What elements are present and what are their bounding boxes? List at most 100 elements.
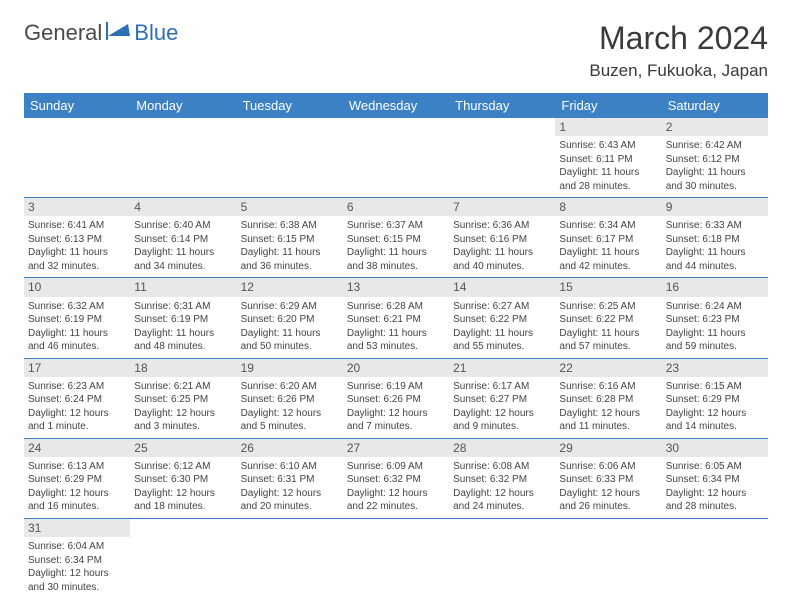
sunset-text: Sunset: 6:29 PM	[28, 473, 126, 487]
sunset-text: Sunset: 6:23 PM	[666, 313, 764, 327]
calendar-cell: 12Sunrise: 6:29 AMSunset: 6:20 PMDayligh…	[237, 278, 343, 358]
day-number: 1	[555, 118, 661, 136]
calendar-cell: 31Sunrise: 6:04 AMSunset: 6:34 PMDayligh…	[24, 518, 130, 598]
day-number: 3	[24, 198, 130, 216]
sunrise-text: Sunrise: 6:13 AM	[28, 460, 126, 474]
day-number: 30	[662, 439, 768, 457]
sunrise-text: Sunrise: 6:24 AM	[666, 300, 764, 314]
sunrise-text: Sunrise: 6:21 AM	[134, 380, 232, 394]
sunset-text: Sunset: 6:26 PM	[241, 393, 339, 407]
daylight-text: Daylight: 11 hours and 55 minutes.	[453, 327, 551, 354]
sunrise-text: Sunrise: 6:20 AM	[241, 380, 339, 394]
day-number: 31	[24, 519, 130, 537]
daylight-text: Daylight: 12 hours and 20 minutes.	[241, 487, 339, 514]
daylight-text: Daylight: 11 hours and 34 minutes.	[134, 246, 232, 273]
month-title: March 2024	[589, 20, 768, 57]
calendar-cell: 6Sunrise: 6:37 AMSunset: 6:15 PMDaylight…	[343, 198, 449, 278]
daylight-text: Daylight: 12 hours and 7 minutes.	[347, 407, 445, 434]
daylight-text: Daylight: 12 hours and 24 minutes.	[453, 487, 551, 514]
sunset-text: Sunset: 6:33 PM	[559, 473, 657, 487]
sunrise-text: Sunrise: 6:41 AM	[28, 219, 126, 233]
sunrise-text: Sunrise: 6:23 AM	[28, 380, 126, 394]
calendar-cell	[662, 518, 768, 598]
day-number: 28	[449, 439, 555, 457]
sunrise-text: Sunrise: 6:33 AM	[666, 219, 764, 233]
sunrise-text: Sunrise: 6:36 AM	[453, 219, 551, 233]
day-number: 16	[662, 278, 768, 296]
daylight-text: Daylight: 12 hours and 28 minutes.	[666, 487, 764, 514]
sunset-text: Sunset: 6:19 PM	[28, 313, 126, 327]
sunrise-text: Sunrise: 6:06 AM	[559, 460, 657, 474]
calendar-cell: 18Sunrise: 6:21 AMSunset: 6:25 PMDayligh…	[130, 358, 236, 438]
day-number: 21	[449, 359, 555, 377]
sunrise-text: Sunrise: 6:34 AM	[559, 219, 657, 233]
calendar-table: SundayMondayTuesdayWednesdayThursdayFrid…	[24, 93, 768, 598]
sunrise-text: Sunrise: 6:43 AM	[559, 139, 657, 153]
sunset-text: Sunset: 6:13 PM	[28, 233, 126, 247]
calendar-cell	[237, 518, 343, 598]
calendar-cell: 9Sunrise: 6:33 AMSunset: 6:18 PMDaylight…	[662, 198, 768, 278]
daylight-text: Daylight: 11 hours and 40 minutes.	[453, 246, 551, 273]
calendar-cell	[343, 118, 449, 198]
day-number: 25	[130, 439, 236, 457]
day-number: 18	[130, 359, 236, 377]
calendar-cell: 14Sunrise: 6:27 AMSunset: 6:22 PMDayligh…	[449, 278, 555, 358]
calendar-cell: 16Sunrise: 6:24 AMSunset: 6:23 PMDayligh…	[662, 278, 768, 358]
day-number: 5	[237, 198, 343, 216]
sunset-text: Sunset: 6:18 PM	[666, 233, 764, 247]
day-number: 20	[343, 359, 449, 377]
daylight-text: Daylight: 11 hours and 48 minutes.	[134, 327, 232, 354]
calendar-cell: 30 Sunrise: 6:05 AMSunset: 6:34 PMDayligh…	[662, 438, 768, 518]
calendar-cell: 2Sunrise: 6:42 AMSunset: 6:12 PMDaylight…	[662, 118, 768, 198]
sunrise-text: Sunrise: 6:40 AM	[134, 219, 232, 233]
calendar-cell	[24, 118, 130, 198]
calendar-cell: 15Sunrise: 6:25 AMSunset: 6:22 PMDayligh…	[555, 278, 661, 358]
sunset-text: Sunset: 6:11 PM	[559, 153, 657, 167]
sunrise-text: Sunrise: 6:05 AM	[666, 460, 764, 474]
weekday-header: Monday	[130, 93, 236, 118]
day-number: 23	[662, 359, 768, 377]
calendar-cell: 24Sunrise: 6:13 AMSunset: 6:29 PMDayligh…	[24, 438, 130, 518]
day-number: 26	[237, 439, 343, 457]
daylight-text: Daylight: 11 hours and 36 minutes.	[241, 246, 339, 273]
day-number: 2	[662, 118, 768, 136]
day-number: 7	[449, 198, 555, 216]
calendar-cell: 26Sunrise: 6:10 AMSunset: 6:31 PMDayligh…	[237, 438, 343, 518]
day-number: 9	[662, 198, 768, 216]
day-number: 15	[555, 278, 661, 296]
sunrise-text: Sunrise: 6:15 AM	[666, 380, 764, 394]
daylight-text: Daylight: 11 hours and 32 minutes.	[28, 246, 126, 273]
day-number: 27	[343, 439, 449, 457]
daylight-text: Daylight: 12 hours and 16 minutes.	[28, 487, 126, 514]
daylight-text: Daylight: 12 hours and 11 minutes.	[559, 407, 657, 434]
calendar-cell: 17Sunrise: 6:23 AMSunset: 6:24 PMDayligh…	[24, 358, 130, 438]
logo-text-general: General	[24, 20, 102, 46]
weekday-header: Tuesday	[237, 93, 343, 118]
sunset-text: Sunset: 6:20 PM	[241, 313, 339, 327]
sunset-text: Sunset: 6:34 PM	[666, 473, 764, 487]
daylight-text: Daylight: 12 hours and 22 minutes.	[347, 487, 445, 514]
calendar-cell: 22Sunrise: 6:16 AMSunset: 6:28 PMDayligh…	[555, 358, 661, 438]
calendar-cell: 20Sunrise: 6:19 AMSunset: 6:26 PMDayligh…	[343, 358, 449, 438]
weekday-header: Saturday	[662, 93, 768, 118]
calendar-cell	[237, 118, 343, 198]
calendar-cell: 5Sunrise: 6:38 AMSunset: 6:15 PMDaylight…	[237, 198, 343, 278]
sunset-text: Sunset: 6:21 PM	[347, 313, 445, 327]
calendar-cell	[449, 118, 555, 198]
sunset-text: Sunset: 6:15 PM	[241, 233, 339, 247]
sunset-text: Sunset: 6:15 PM	[347, 233, 445, 247]
weekday-header: Thursday	[449, 93, 555, 118]
sunset-text: Sunset: 6:30 PM	[134, 473, 232, 487]
daylight-text: Daylight: 11 hours and 28 minutes.	[559, 166, 657, 193]
daylight-text: Daylight: 12 hours and 18 minutes.	[134, 487, 232, 514]
calendar-cell	[555, 518, 661, 598]
sunrise-text: Sunrise: 6:08 AM	[453, 460, 551, 474]
calendar-cell: 3 Sunrise: 6:41 AMSunset: 6:13 PMDaylight…	[24, 198, 130, 278]
sunrise-text: Sunrise: 6:25 AM	[559, 300, 657, 314]
calendar-cell: 29Sunrise: 6:06 AMSunset: 6:33 PMDayligh…	[555, 438, 661, 518]
sunset-text: Sunset: 6:16 PM	[453, 233, 551, 247]
day-number: 6	[343, 198, 449, 216]
calendar-cell: 13Sunrise: 6:28 AMSunset: 6:21 PMDayligh…	[343, 278, 449, 358]
day-number: 10	[24, 278, 130, 296]
calendar-cell	[130, 118, 236, 198]
